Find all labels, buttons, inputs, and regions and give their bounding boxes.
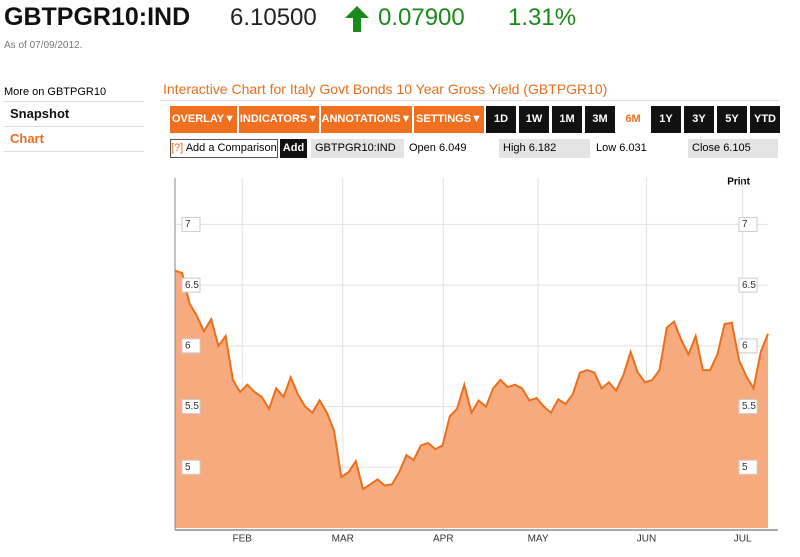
area [175,270,768,528]
divider [4,126,144,127]
y-tick-label: 5.5 [742,401,756,412]
range-button[interactable]: 1Y [651,106,681,133]
x-tick-label: FEB [233,534,253,545]
y-tick-box [738,459,758,475]
y-tick-box [738,216,758,232]
print-button[interactable]: Print [727,177,750,188]
range-button[interactable]: 1D [486,106,516,133]
range-button[interactable]: 3Y [684,106,714,133]
open-label: Open [409,142,436,154]
y-tick-label: 6.5 [185,280,199,291]
y-tick-label: 5.5 [185,401,199,412]
y-tick-box [738,277,758,293]
y-tick-label: 5 [185,462,191,473]
chart: Print FEB MAR APR MAY JUN JUL 5 5 5.5 5.5 6 6 6.5 6.5… [174,177,778,545]
low-label: Low [596,142,617,154]
high: High 6.182 [499,139,590,158]
menu-button[interactable]: INDICATORS▼ [239,106,319,133]
y-tick-box [738,338,758,354]
range-button[interactable]: 1W [519,106,549,133]
high-value: 6.182 [528,142,557,154]
range-button[interactable]: 1M [552,106,582,133]
add-comparison[interactable]: [?] Add a Comparison [170,139,278,158]
x-tick-label: APR [433,534,454,545]
y-tick-box [181,338,201,354]
menu-button[interactable]: SETTINGS▼ [414,106,484,133]
change-pct: 1.31% [508,4,577,31]
close-value: 6.105 [723,142,751,154]
y-tick-box [181,277,201,293]
comparison-label: Add a Comparison [185,142,277,154]
add-button[interactable]: Add [280,139,307,158]
y-tick-label: 6.5 [742,280,756,291]
divider [160,100,780,101]
divider [4,151,144,152]
x-tick-label: JUL [734,534,752,545]
menu-button[interactable]: OVERLAY▼ [170,106,237,133]
sidebar-heading: More on GBTPGR10 [4,86,107,98]
y-tick-box [181,216,201,232]
range-button[interactable]: YTD [750,106,780,133]
y-tick-label: 6 [185,340,191,351]
open: Open 6.049 [409,139,494,158]
range-button[interactable]: 6M [618,106,648,133]
help: [?] [171,142,184,154]
price: 6.10500 [230,4,317,31]
sidebar-link[interactable]: Snapshot [10,106,70,121]
close-label: Close [692,142,721,154]
x-tick-label: MAR [332,534,354,545]
range-button[interactable]: 3M [585,106,615,133]
open-value: 6.049 [438,142,467,154]
range-button[interactable]: 5Y [717,106,747,133]
y-tick-box [181,459,201,475]
divider [4,101,144,102]
y-tick-box [738,399,758,415]
menu-button[interactable]: ANNOTATIONS▼ [321,106,412,133]
high-label: High [503,142,526,154]
x-tick-label: MAY [528,534,549,545]
change: 0.07900 [378,4,465,31]
chart-title: Interactive Chart for Italy Govt Bonds 1… [163,81,608,97]
close: Close 6.105 [688,139,778,158]
y-tick-label: 7 [185,219,191,230]
line [174,269,769,491]
low: Low 6.031 [596,139,685,158]
y-tick-label: 6 [742,340,748,351]
low-value: 6.031 [619,142,647,154]
as-of: As of 07/09/2012. [4,40,83,51]
x-tick-label: JUN [637,534,656,545]
quote-symbol: GBTPGR10:IND [311,139,404,158]
symbol: GBTPGR10:IND [4,3,191,31]
y-tick-label: 7 [742,219,748,230]
sidebar-link[interactable]: Chart [10,131,44,146]
y-tick-label: 5 [742,462,748,473]
y-tick-box [181,399,201,415]
up-arrow [345,6,369,32]
